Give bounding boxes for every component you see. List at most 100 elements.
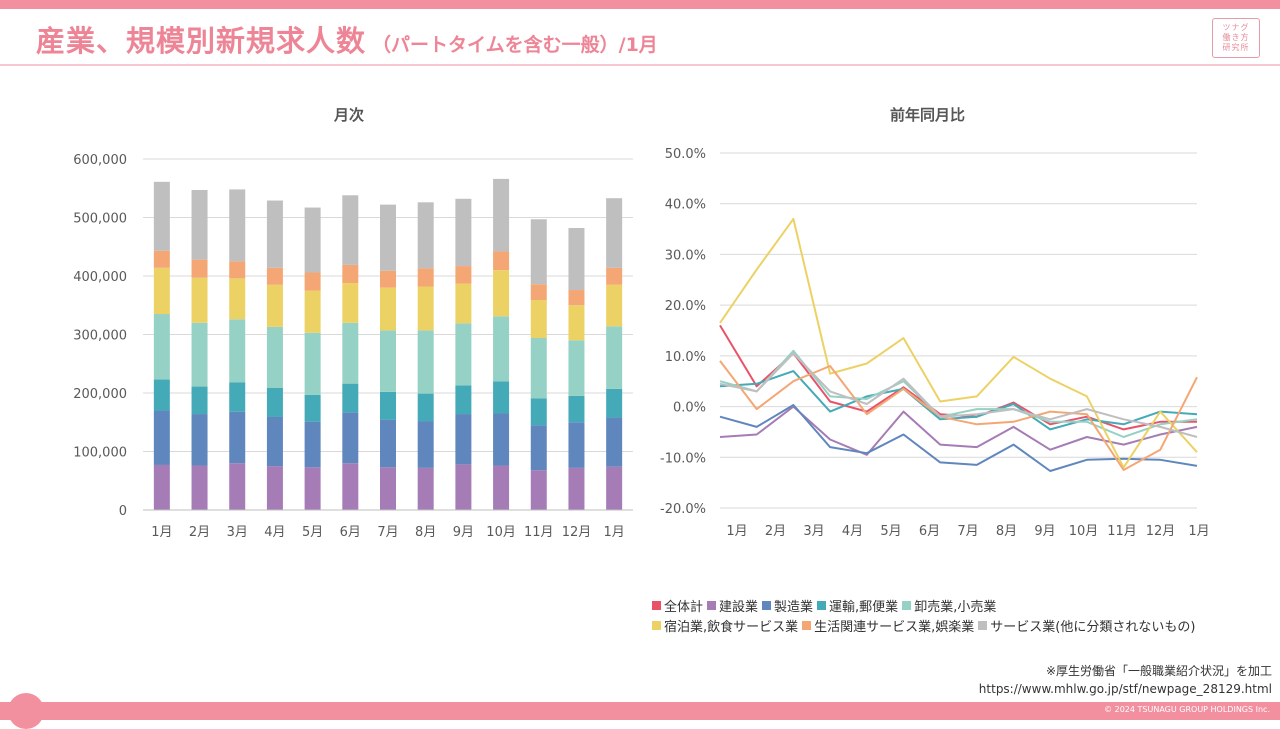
line-x-tick-label: 3月 [803, 524, 824, 539]
bar-segment [568, 305, 585, 341]
bar-segment [380, 391, 396, 420]
copyright-text: © 2024 TSUNAGU GROUP HOLDINGS Inc. [1104, 705, 1270, 714]
line-y-tick-label: -10.0% [660, 451, 706, 466]
source-url[interactable]: https://www.mhlw.go.jp/stf/newpage_28129… [978, 682, 1272, 696]
bar-segment [342, 283, 359, 323]
legend-item: 全体計 [652, 596, 703, 615]
source-note: ※厚生労働省「一般職業紹介状況」を加工 [1045, 664, 1272, 678]
bar-segment [530, 398, 547, 426]
legend-swatch [652, 620, 661, 630]
bar-y-tick-label: 300,000 [73, 329, 127, 344]
line-y-tick-label: 10.0% [665, 350, 706, 365]
bar-segment [530, 299, 547, 339]
bar-segment [606, 466, 623, 510]
bar-segment [342, 264, 359, 284]
bar-segment [417, 268, 434, 287]
legend-row-1: 全体計 建設業 製造業 運輸,郵便業 卸売業,小売業 [652, 595, 1252, 615]
bar-segment [342, 463, 359, 510]
bar-segment [568, 395, 585, 423]
bar-x-tick-label: 3月 [227, 525, 248, 540]
bar-segment [266, 466, 283, 510]
line-x-tick-label: 9月 [1034, 524, 1055, 539]
bar-x-tick-label: 6月 [340, 525, 361, 540]
bar-segment [380, 467, 396, 510]
bar-segment [153, 410, 170, 465]
legend-label: 卸売業,小売業 [914, 599, 997, 615]
bar-segment [266, 284, 283, 327]
bar-segment [417, 286, 434, 331]
bar-segment [530, 425, 547, 471]
bar-segment [229, 319, 246, 383]
legend-swatch [978, 620, 988, 630]
bar-segment [417, 467, 434, 510]
line-x-tick-label: 4月 [842, 524, 863, 539]
bar-x-tick-label: 2月 [189, 525, 210, 540]
bar-x-tick-label: 8月 [415, 525, 436, 540]
bar-segment [568, 228, 585, 291]
bar-segment [455, 464, 472, 510]
bar-segment [229, 261, 246, 279]
legend-label: 生活関連サービス業,娯楽業 [814, 619, 975, 635]
bar-segment [266, 387, 283, 417]
bar-segment [455, 323, 472, 386]
bar-segment [191, 465, 208, 510]
bar-y-tick-label: 100,000 [73, 446, 127, 461]
title-main: 産業、規模別新規求人数 [36, 24, 367, 58]
logo-line-3: 研究所 [1222, 43, 1250, 52]
bar-segment [266, 416, 283, 467]
title-underline [0, 64, 1280, 66]
bar-segment [342, 412, 359, 464]
logo-line-1: ツナグ [1222, 23, 1250, 32]
bar-segment [530, 219, 547, 285]
bar-y-tick-label: 0 [119, 504, 127, 519]
bar-segment [191, 322, 208, 387]
line-x-tick-label: 10月 [1069, 524, 1099, 539]
bar-segment [153, 267, 170, 315]
bar-segment [153, 250, 170, 268]
legend-item: 宿泊業,飲食サービス業 [652, 616, 798, 635]
legend-swatch [707, 600, 717, 610]
legend-item: 製造業 [762, 596, 813, 615]
bar-segment [606, 198, 623, 268]
bar-segment [493, 270, 510, 317]
legend-item: 建設業 [707, 596, 758, 615]
bar-segment [153, 379, 170, 411]
bar-segment [380, 330, 396, 392]
legend-item: 卸売業,小売業 [902, 596, 996, 615]
line-y-tick-label: 30.0% [665, 248, 706, 263]
line-chart-title: 前年同月比 [890, 106, 966, 124]
line-x-tick-label: 7月 [957, 524, 978, 539]
bar-y-tick-label: 600,000 [73, 153, 127, 168]
line-y-tick-label: 0.0% [673, 401, 706, 416]
bar-segment [568, 290, 585, 306]
legend-label: サービス業(他に分類されないもの) [990, 619, 1196, 635]
bar-segment [304, 467, 321, 510]
bar-chart-title: 月次 [334, 106, 365, 124]
bar-y-tick-label: 400,000 [73, 270, 127, 285]
bar-segment [417, 421, 434, 468]
bar-segment [530, 338, 547, 399]
bar-segment [342, 383, 359, 413]
bar-x-tick-label: 12月 [562, 525, 592, 540]
bar-segment [493, 178, 510, 252]
bar-segment [493, 316, 510, 382]
bar-x-tick-label: 10月 [486, 525, 516, 540]
source-citation: ※厚生労働省「一般職業紹介状況」を加工 https://www.mhlw.go.… [979, 662, 1272, 698]
bar-segment [530, 284, 547, 300]
bar-segment [304, 421, 321, 468]
bar-y-tick-label: 500,000 [73, 212, 127, 227]
bar-segment [153, 464, 170, 510]
legend-row-2: 宿泊業,飲食サービス業 生活関連サービス業,娯楽業 サービス業(他に分類されないもの… [652, 615, 1252, 635]
legend-item: 生活関連サービス業,娯楽業 [802, 616, 974, 635]
bar-segment [380, 270, 396, 288]
legend-label: 宿泊業,飲食サービス業 [664, 619, 799, 635]
top-accent-bar [0, 0, 1280, 9]
bar-segment [304, 332, 321, 395]
bar-segment [229, 463, 246, 510]
bar-x-tick-label: 4月 [264, 525, 285, 540]
bar-segment [304, 394, 321, 422]
legend-label: 全体計 [664, 599, 704, 615]
line-x-tick-label: 1月 [726, 524, 747, 539]
bar-segment [304, 272, 321, 291]
bar-segment [229, 411, 246, 464]
